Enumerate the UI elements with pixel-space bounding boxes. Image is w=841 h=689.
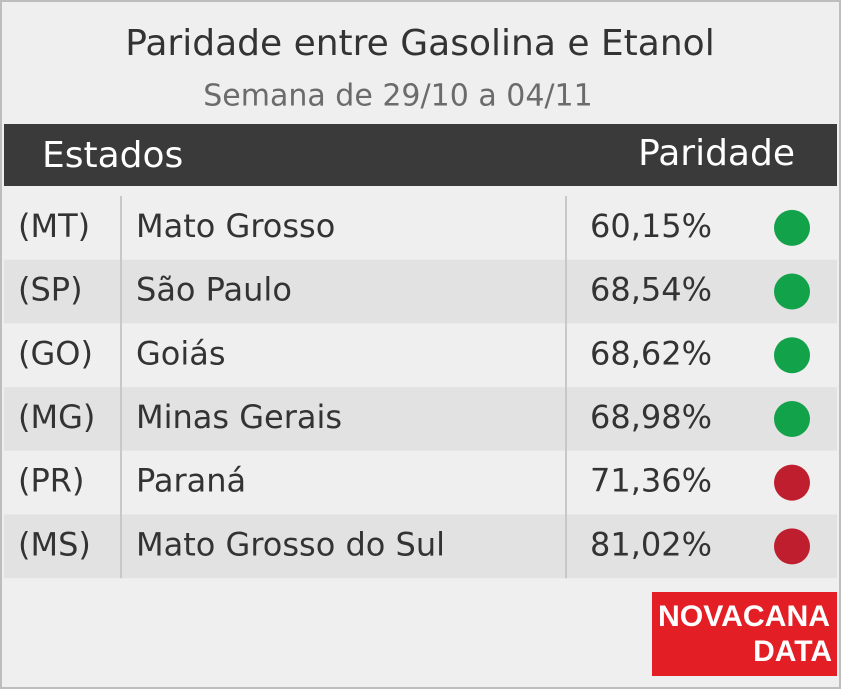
table-header [4,124,837,186]
logo-text: DATA [753,635,832,668]
row-background [4,323,837,388]
status-dot [774,273,810,310]
state-name: São Paulo [136,271,292,309]
logo-box [652,592,837,676]
state-name: Mato Grosso do Sul [136,525,445,563]
state-code: (MS) [18,525,91,563]
parity-value: 81,02% [590,525,712,563]
logo-text: NOVACANA [658,600,830,633]
status-dot [774,400,810,437]
parity-value: 68,62% [590,334,712,372]
state-code: (MG) [18,398,95,436]
column-header: Paridade [638,133,795,174]
state-name: Paraná [136,462,246,500]
parity-value: 68,98% [590,398,712,436]
status-dot [774,528,810,565]
status-dot [774,337,810,374]
parity-value: 60,15% [590,207,712,245]
row-background [4,259,837,324]
state-code: (SP) [18,271,83,309]
row-background [4,196,837,260]
title: Paridade entre Gasolina e Etanol [125,23,714,64]
row-background [4,387,837,451]
column-header: Estados [42,135,183,176]
subtitle: Semana de 29/10 a 04/11 [203,79,592,114]
row-background [4,450,837,515]
state-name: Goiás [136,334,226,372]
state-name: Mato Grosso [136,207,335,245]
state-code: (MT) [18,207,90,245]
row-background [4,514,837,579]
state-name: Minas Gerais [136,398,342,436]
parity-value: 71,36% [590,462,712,500]
parity-value: 68,54% [590,271,712,309]
state-code: (PR) [18,462,85,500]
status-dot [774,464,810,501]
table-body: (MT) Mato Grosso 60,15% (SP) São Paulo 68,54%… [4,196,837,579]
status-dot [774,209,810,246]
state-code: (GO) [18,334,93,372]
